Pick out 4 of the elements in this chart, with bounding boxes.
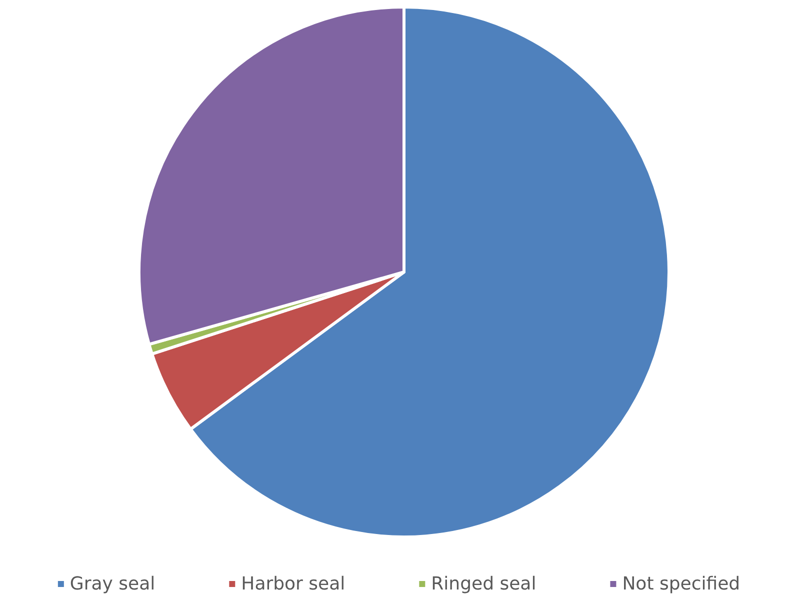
legend-label: Ringed seal: [431, 574, 536, 594]
legend-label: Harbor seal: [241, 574, 346, 594]
legend-label: Not specified: [622, 574, 740, 594]
legend-label: Gray seal: [70, 574, 156, 594]
